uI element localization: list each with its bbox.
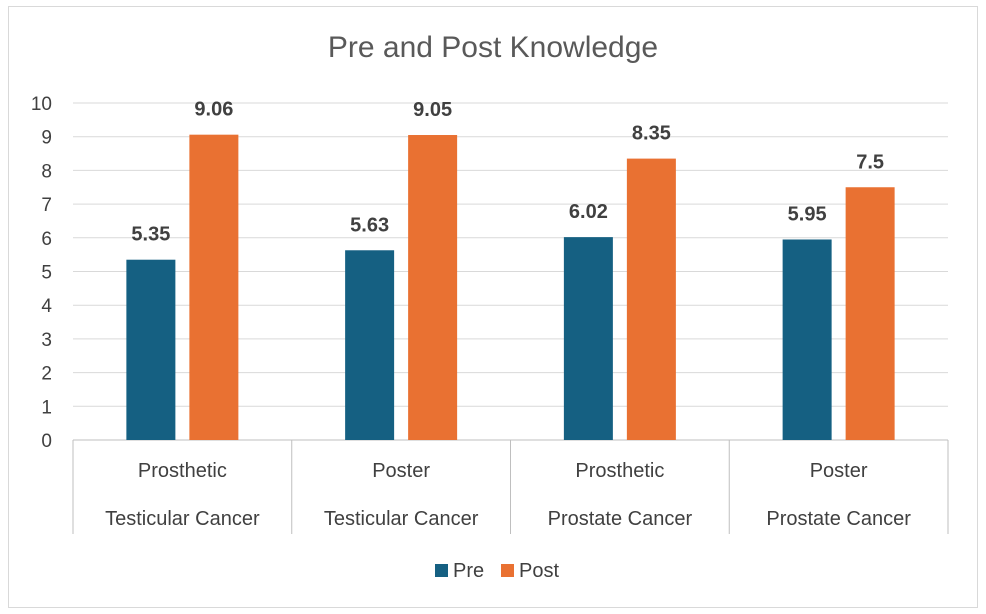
chart-title: Pre and Post Knowledge	[328, 31, 658, 64]
y-tick-label: 1	[41, 397, 52, 418]
data-label: 6.02	[569, 201, 608, 223]
category-label: Prostate Cancer	[548, 508, 693, 530]
bar-pre	[782, 239, 832, 440]
data-label: 7.5	[856, 151, 884, 173]
data-label: 9.05	[413, 99, 452, 121]
legend: Pre Post	[435, 560, 559, 582]
data-label: 5.95	[788, 203, 827, 225]
y-tick-label: 0	[41, 431, 52, 452]
bar-pre	[345, 250, 395, 440]
category-label: Poster	[810, 460, 868, 482]
y-tick-label: 5	[41, 263, 52, 284]
bar-pre	[563, 237, 613, 440]
data-label: 9.06	[194, 99, 233, 121]
y-tick-label: 4	[41, 296, 52, 317]
category-label: Prosthetic	[138, 460, 227, 482]
data-label: 5.63	[350, 214, 389, 236]
data-labels: 5.35 9.06 5.63 9.05 6.02 8.35 5.95 7.5	[131, 99, 884, 246]
x-axis-categories: Prosthetic Testicular Cancer Poster Testicu…	[105, 460, 911, 530]
category-label: Poster	[372, 460, 430, 482]
y-tick-label: 10	[31, 94, 52, 115]
bar-post	[845, 187, 895, 440]
legend-label-pre: Pre	[453, 560, 484, 582]
data-label: 5.35	[131, 224, 170, 246]
bars	[126, 134, 895, 441]
bar-post	[408, 135, 458, 440]
y-tick-label: 6	[41, 229, 52, 250]
legend-swatch-post	[501, 564, 514, 577]
y-tick-label: 2	[41, 364, 52, 385]
category-label: Prosthetic	[575, 460, 664, 482]
category-label: Testicular Cancer	[324, 508, 479, 530]
data-label: 8.35	[632, 123, 671, 145]
category-label: Testicular Cancer	[105, 508, 260, 530]
bar-post	[626, 158, 676, 441]
bar-post	[189, 134, 239, 441]
y-tick-label: 3	[41, 330, 52, 351]
legend-label-post: Post	[519, 560, 559, 582]
y-axis-ticks: 0 1 2 3 4 5 6 7 8 9 10	[31, 94, 53, 452]
bar-pre	[126, 259, 176, 440]
y-tick-label: 9	[41, 128, 52, 149]
y-tick-label: 7	[41, 195, 52, 216]
legend-swatch-pre	[435, 564, 448, 577]
y-tick-label: 8	[41, 161, 52, 182]
category-label: Prostate Cancer	[766, 508, 911, 530]
